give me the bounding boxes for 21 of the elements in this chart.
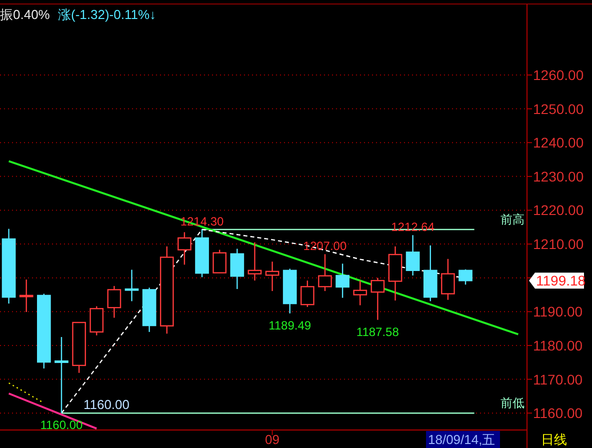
x-tick-label: 09	[265, 432, 280, 447]
y-tick-label: 1190.00	[533, 304, 583, 320]
y-tick-label: 1180.00	[533, 337, 583, 354]
annotation: 涨(-1.32)-0.11%↓	[58, 7, 156, 22]
y-tick-label: 1220.00	[533, 202, 584, 218]
text: 18/09/14,五	[428, 432, 496, 447]
text: 1189.49	[268, 318, 312, 332]
ref-line-label: 前低	[500, 396, 525, 410]
y-tick-label: 1260.00	[533, 67, 584, 83]
text: 日线	[541, 432, 567, 447]
y-tick-label: 1250.00	[533, 100, 584, 117]
y-tick-label: 1240.00	[533, 134, 584, 151]
y-tick-label: 1160.00	[533, 405, 583, 422]
annotation: 振0.40%	[0, 7, 50, 22]
y-tick-label: 1170.00	[533, 371, 583, 388]
text: 1160.00	[40, 418, 83, 432]
y-tick-label: 1230.00	[533, 168, 584, 184]
text: 1187.58	[356, 324, 399, 339]
annotation: 1160.00	[83, 397, 130, 412]
ref-line-label: 前高	[500, 212, 525, 227]
y-tick-label: 1210.00	[533, 236, 584, 252]
